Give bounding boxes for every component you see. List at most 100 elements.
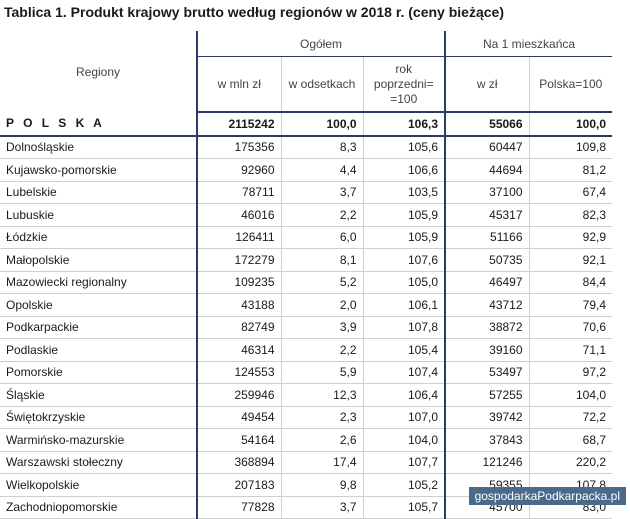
poland-index-cell: 72,2: [528, 406, 613, 429]
gdp-table: Regiony Ogółem Na 1 mieszkańca w mln zł …: [0, 31, 613, 519]
gdp-mln-cell: 126411: [197, 226, 281, 249]
prev-year-index-cell: 106,3: [362, 112, 447, 137]
poland-index-cell: 84,4: [528, 271, 613, 294]
prev-year-index-cell: 105,4: [362, 338, 447, 362]
gdp-mln-cell: 175356: [197, 135, 281, 159]
prev-year-index-cell: 105,7: [362, 496, 447, 519]
region-name-cell: Świętokrzyskie: [0, 406, 198, 429]
share-pct-cell: 2,2: [280, 203, 363, 227]
share-pct-cell: 3,9: [280, 316, 363, 339]
gdp-mln-cell: 2115242: [197, 112, 281, 137]
poland-index-cell: 97,2: [528, 361, 613, 384]
prev-year-index-cell: 107,8: [362, 316, 447, 339]
share-pct-cell: 12,3: [280, 383, 363, 407]
poland-index-cell: 220,2: [528, 451, 613, 474]
header-group-total: Ogółem: [197, 31, 447, 57]
table-row: Świętokrzyskie 49454 2,3 107,0 39742 72,2: [0, 406, 613, 429]
region-name-cell: Lubuskie: [0, 203, 198, 227]
gdp-mln-cell: 78711: [197, 181, 281, 204]
per-capita-pln-cell: 39160: [445, 338, 530, 362]
region-name-cell: Śląskie: [0, 383, 198, 407]
table-row: Kujawsko-pomorskie 92960 4,4 106,6 44694 81,2: [0, 158, 613, 182]
region-name-cell: Zachodniopomorskie: [0, 496, 198, 519]
prev-year-index-cell: 103,5: [362, 181, 447, 204]
region-name-cell: Pomorskie: [0, 361, 198, 384]
gdp-mln-cell: 77828: [197, 496, 281, 519]
share-pct-cell: 3,7: [280, 496, 363, 519]
table-title: Tablica 1. Produkt krajowy brutto według…: [4, 4, 504, 20]
poland-index-cell: 104,0: [528, 383, 613, 407]
per-capita-pln-cell: 38872: [445, 316, 530, 339]
table-row: Łódzkie 126411 6,0 105,9 51166 92,9: [0, 226, 613, 249]
region-name-cell: Małopolskie: [0, 248, 198, 272]
region-name-cell: Lubelskie: [0, 181, 198, 204]
share-pct-cell: 6,0: [280, 226, 363, 249]
per-capita-pln-cell: 44694: [445, 158, 530, 182]
gdp-mln-cell: 207183: [197, 473, 281, 497]
header-pct: w odsetkach: [280, 56, 363, 113]
header-group-per-capita: Na 1 mieszkańca: [445, 31, 613, 57]
poland-index-cell: 79,4: [528, 293, 613, 317]
prev-year-index-cell: 107,0: [362, 406, 447, 429]
poland-index-cell: 82,3: [528, 203, 613, 227]
header-pln: w zł: [445, 56, 530, 113]
prev-year-index-cell: 105,6: [362, 135, 447, 159]
share-pct-cell: 2,0: [280, 293, 363, 317]
gdp-mln-cell: 259946: [197, 383, 281, 407]
region-name-cell: Opolskie: [0, 293, 198, 317]
per-capita-pln-cell: 37843: [445, 428, 530, 452]
poland-index-cell: 71,1: [528, 338, 613, 362]
poland-index-cell: 109,8: [528, 135, 613, 159]
prev-year-index-cell: 105,9: [362, 226, 447, 249]
share-pct-cell: 9,8: [280, 473, 363, 497]
header-prev-line3: =100: [390, 91, 418, 106]
per-capita-pln-cell: 55066: [445, 112, 530, 137]
per-capita-pln-cell: 43712: [445, 293, 530, 317]
gdp-mln-cell: 172279: [197, 248, 281, 272]
share-pct-cell: 5,2: [280, 271, 363, 294]
header-prev-year: rok poprzedni= =100: [362, 56, 447, 113]
table-row: Śląskie 259946 12,3 106,4 57255 104,0: [0, 383, 613, 407]
share-pct-cell: 17,4: [280, 451, 363, 474]
per-capita-pln-cell: 45317: [445, 203, 530, 227]
table-row: Lubelskie 78711 3,7 103,5 37100 67,4: [0, 181, 613, 204]
per-capita-pln-cell: 39742: [445, 406, 530, 429]
prev-year-index-cell: 105,0: [362, 271, 447, 294]
region-name-cell: Łódzkie: [0, 226, 198, 249]
gdp-mln-cell: 124553: [197, 361, 281, 384]
gdp-mln-cell: 92960: [197, 158, 281, 182]
poland-index-cell: 92,1: [528, 248, 613, 272]
prev-year-index-cell: 104,0: [362, 428, 447, 452]
poland-index-cell: 100,0: [528, 112, 613, 137]
table-row: Podlaskie 46314 2,2 105,4 39160 71,1: [0, 338, 613, 362]
prev-year-index-cell: 107,7: [362, 451, 447, 474]
poland-index-cell: 68,7: [528, 428, 613, 452]
poland-index-cell: 67,4: [528, 181, 613, 204]
table-row: Warszawski stołeczny 368894 17,4 107,7 12124…: [0, 451, 613, 474]
gdp-mln-cell: 82749: [197, 316, 281, 339]
prev-year-index-cell: 107,6: [362, 248, 447, 272]
region-name-cell: Warmińsko-mazurskie: [0, 428, 198, 452]
gdp-mln-cell: 46314: [197, 338, 281, 362]
header-mln: w mln zł: [197, 56, 281, 113]
share-pct-cell: 2,6: [280, 428, 363, 452]
gdp-mln-cell: 43188: [197, 293, 281, 317]
per-capita-pln-cell: 57255: [445, 383, 530, 407]
region-name-cell: Wielkopolskie: [0, 473, 198, 497]
gdp-mln-cell: 49454: [197, 406, 281, 429]
region-name-cell: Podkarpackie: [0, 316, 198, 339]
share-pct-cell: 4,4: [280, 158, 363, 182]
region-name-cell: Podlaskie: [0, 338, 198, 362]
share-pct-cell: 8,3: [280, 135, 363, 159]
poland-index-cell: 92,9: [528, 226, 613, 249]
table-row: Podkarpackie 82749 3,9 107,8 38872 70,6: [0, 316, 613, 339]
share-pct-cell: 100,0: [280, 112, 363, 137]
per-capita-pln-cell: 50735: [445, 248, 530, 272]
watermark: gospodarkaPodkarpacka.pl: [468, 487, 626, 505]
share-pct-cell: 5,9: [280, 361, 363, 384]
region-name-cell: P O L S K A: [0, 112, 198, 137]
header-prev-line1: rok: [395, 61, 413, 76]
header-pl100: Polska=100: [528, 56, 613, 113]
gdp-mln-cell: 54164: [197, 428, 281, 452]
table-row: Małopolskie 172279 8,1 107,6 50735 92,1: [0, 248, 613, 272]
